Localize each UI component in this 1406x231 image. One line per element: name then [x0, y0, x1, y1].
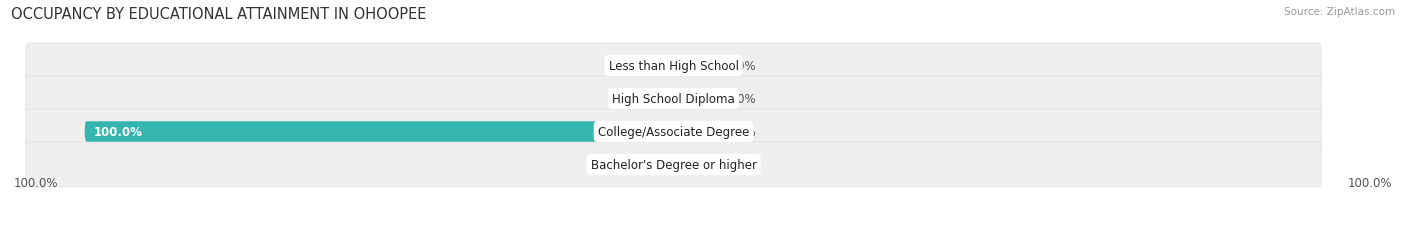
Text: Source: ZipAtlas.com: Source: ZipAtlas.com	[1284, 7, 1395, 17]
FancyBboxPatch shape	[673, 56, 721, 76]
FancyBboxPatch shape	[25, 109, 1322, 154]
FancyBboxPatch shape	[655, 155, 673, 175]
Text: College/Associate Degree: College/Associate Degree	[598, 125, 749, 138]
Text: 0.0%: 0.0%	[727, 158, 756, 171]
Text: 0.0%: 0.0%	[620, 60, 650, 73]
FancyBboxPatch shape	[673, 122, 721, 142]
Text: 0.0%: 0.0%	[727, 60, 756, 73]
FancyBboxPatch shape	[673, 89, 721, 109]
Text: High School Diploma: High School Diploma	[612, 93, 735, 106]
Text: 0.0%: 0.0%	[727, 125, 756, 138]
Text: 0.0%: 0.0%	[620, 93, 650, 106]
FancyBboxPatch shape	[655, 89, 673, 109]
Text: Bachelor's Degree or higher: Bachelor's Degree or higher	[591, 158, 756, 171]
Text: 0.0%: 0.0%	[620, 158, 650, 171]
Text: 0.0%: 0.0%	[727, 93, 756, 106]
FancyBboxPatch shape	[25, 44, 1322, 89]
FancyBboxPatch shape	[25, 142, 1322, 187]
FancyBboxPatch shape	[655, 56, 673, 76]
Text: 100.0%: 100.0%	[14, 176, 59, 189]
Text: 100.0%: 100.0%	[1347, 176, 1392, 189]
FancyBboxPatch shape	[25, 77, 1322, 122]
Text: OCCUPANCY BY EDUCATIONAL ATTAINMENT IN OHOOPEE: OCCUPANCY BY EDUCATIONAL ATTAINMENT IN O…	[11, 7, 426, 22]
FancyBboxPatch shape	[84, 122, 673, 142]
Text: Less than High School: Less than High School	[609, 60, 738, 73]
Text: 100.0%: 100.0%	[94, 125, 142, 138]
FancyBboxPatch shape	[673, 155, 721, 175]
